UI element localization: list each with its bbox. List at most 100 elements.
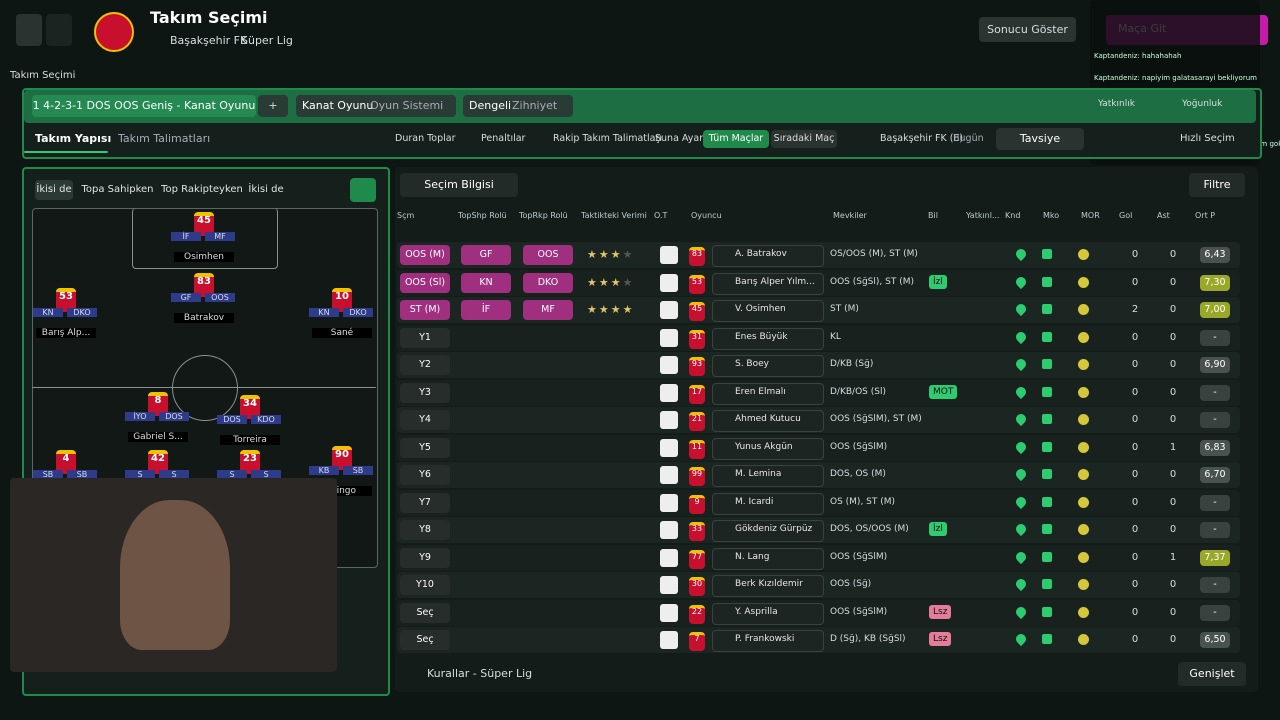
collapse[interactable] xyxy=(350,178,376,202)
pitch-tab-bg[interactable] xyxy=(35,180,73,200)
avg-rating-bg[interactable] xyxy=(1200,604,1230,621)
avg-rating-bg[interactable] xyxy=(1200,632,1230,648)
player-name[interactable]: Gökdeniz Gürpüz xyxy=(735,524,813,534)
avg-rating-bg[interactable] xyxy=(1200,329,1230,346)
forward[interactable] xyxy=(46,14,72,46)
avg-rating[interactable]: 6,90 xyxy=(1204,359,1226,370)
selection-bg[interactable] xyxy=(400,575,450,595)
player-name[interactable]: M. Icardi xyxy=(735,496,774,507)
mentality[interactable]: Dengeli xyxy=(469,99,512,112)
avg-rating[interactable]: 7,30 xyxy=(1204,276,1226,288)
set-pieces[interactable]: Duran Toplar xyxy=(395,133,456,144)
selection-bg[interactable] xyxy=(400,300,450,320)
player-info-btn[interactable] xyxy=(660,356,678,374)
role-1-bg[interactable] xyxy=(461,300,511,320)
player-name[interactable]: Y. Asprilla xyxy=(735,606,778,617)
formation[interactable]: 1 4-2-3-1 DOS OOS Geniş - Kanat Oyunu xyxy=(32,99,256,112)
avg-rating[interactable]: - xyxy=(1213,606,1217,618)
avg-rating-bg[interactable] xyxy=(1200,384,1230,401)
avg-rating-bg[interactable] xyxy=(1200,494,1230,511)
avg-rating[interactable]: - xyxy=(1213,496,1217,508)
expand-bg[interactable] xyxy=(1178,662,1246,686)
player-select[interactable] xyxy=(712,575,824,597)
player-select[interactable] xyxy=(712,272,824,295)
avg-rating-bg[interactable] xyxy=(1200,439,1230,456)
avg-rating[interactable]: - xyxy=(1213,524,1217,535)
selection-bg[interactable] xyxy=(400,465,450,485)
add-tactic[interactable]: + xyxy=(268,99,278,112)
player-select[interactable] xyxy=(712,245,824,267)
role-1-bg[interactable] xyxy=(461,245,511,265)
player-select[interactable] xyxy=(712,492,824,515)
selection[interactable]: Y2 xyxy=(419,359,431,370)
selection[interactable]: Y9 xyxy=(419,551,431,563)
selection[interactable]: OOS (Sl) xyxy=(404,276,446,288)
avg-rating[interactable]: - xyxy=(1213,414,1217,425)
avg-rating-bg[interactable] xyxy=(1200,467,1230,483)
selection-bg[interactable] xyxy=(400,630,450,650)
player-info-btn[interactable] xyxy=(660,466,678,484)
rules[interactable]: Kurallar - Süper Lig xyxy=(427,667,533,680)
selection[interactable]: Y3 xyxy=(419,386,431,398)
avg-rating-bg[interactable] xyxy=(1200,412,1230,428)
expand[interactable]: Genişlet xyxy=(1189,667,1235,680)
role-1[interactable]: KN xyxy=(479,276,493,288)
selection-bg[interactable] xyxy=(400,355,450,375)
player-select[interactable] xyxy=(712,300,824,322)
player-select[interactable] xyxy=(712,547,824,570)
role-1[interactable]: İF xyxy=(481,304,491,315)
player-name[interactable]: Yunus Akgün xyxy=(735,441,793,452)
advice-bg[interactable] xyxy=(996,128,1084,150)
role-1-bg[interactable] xyxy=(461,272,511,293)
tab-0[interactable]: Takım Yapısı xyxy=(35,132,112,145)
selection-bg[interactable] xyxy=(400,272,450,293)
player-name[interactable]: A. Batrakov xyxy=(735,249,787,259)
selection-info-bg[interactable] xyxy=(400,173,518,197)
role-2-bg[interactable] xyxy=(523,245,573,265)
player-select[interactable] xyxy=(712,520,824,542)
player-name[interactable]: M. Lemina xyxy=(735,469,782,479)
filter[interactable]: Filtre xyxy=(1203,178,1231,191)
player-name[interactable]: P. Frankowski xyxy=(735,634,795,644)
player-select[interactable] xyxy=(712,410,824,432)
avg-rating[interactable]: 6,43 xyxy=(1204,249,1226,260)
avg-rating[interactable]: - xyxy=(1213,331,1217,343)
player-info-btn[interactable] xyxy=(660,548,678,567)
style-bg[interactable] xyxy=(296,95,456,117)
selection[interactable]: Y5 xyxy=(419,441,431,453)
add-tactic-bg[interactable] xyxy=(258,95,288,117)
player-name[interactable]: Ahmed Kutucu xyxy=(735,414,801,424)
selection-info[interactable]: Seçim Bilgisi xyxy=(424,178,494,191)
role-1[interactable]: GF xyxy=(479,249,493,260)
player-name[interactable]: Eren Elmalı xyxy=(735,386,786,397)
opposition[interactable]: Rakip Takım Talimatları xyxy=(553,133,663,144)
avg-rating[interactable]: 6,70 xyxy=(1204,469,1226,480)
mentality-label[interactable]: Zihniyet xyxy=(512,99,558,112)
role-2[interactable]: MF xyxy=(541,304,555,315)
player-info-btn[interactable] xyxy=(660,576,678,594)
avg-rating[interactable]: 6,50 xyxy=(1204,634,1226,645)
selection[interactable]: Y4 xyxy=(419,414,431,425)
avg-rating-bg[interactable] xyxy=(1200,302,1230,318)
selection-bg[interactable] xyxy=(400,437,450,458)
player-info-btn[interactable] xyxy=(660,603,678,622)
advice[interactable]: Tavsiye xyxy=(1019,132,1061,145)
selection-bg[interactable] xyxy=(400,547,450,568)
avg-rating-bg[interactable] xyxy=(1200,247,1230,263)
selection-bg[interactable] xyxy=(400,382,450,403)
player-info-btn[interactable] xyxy=(660,521,678,539)
selection[interactable]: Y8 xyxy=(419,524,431,535)
player-select[interactable] xyxy=(712,602,824,625)
quick-pick[interactable]: Hızlı Seçim xyxy=(1180,133,1235,144)
selection-bg[interactable] xyxy=(400,492,450,513)
selection[interactable]: OOS (M) xyxy=(405,249,445,260)
avg-rating[interactable]: 7,37 xyxy=(1204,551,1226,563)
next-match[interactable]: Sıradaki Maç xyxy=(773,133,835,144)
back[interactable] xyxy=(16,14,42,46)
role-2[interactable]: OOS xyxy=(537,249,559,260)
selection-bg[interactable] xyxy=(400,602,450,623)
pitch-tab[interactable]: İkisi de xyxy=(36,184,72,195)
player-name[interactable]: Berk Kızıldemir xyxy=(735,579,803,589)
tab-1[interactable]: Takım Talimatları xyxy=(118,132,211,145)
selection-bg[interactable] xyxy=(400,410,450,430)
